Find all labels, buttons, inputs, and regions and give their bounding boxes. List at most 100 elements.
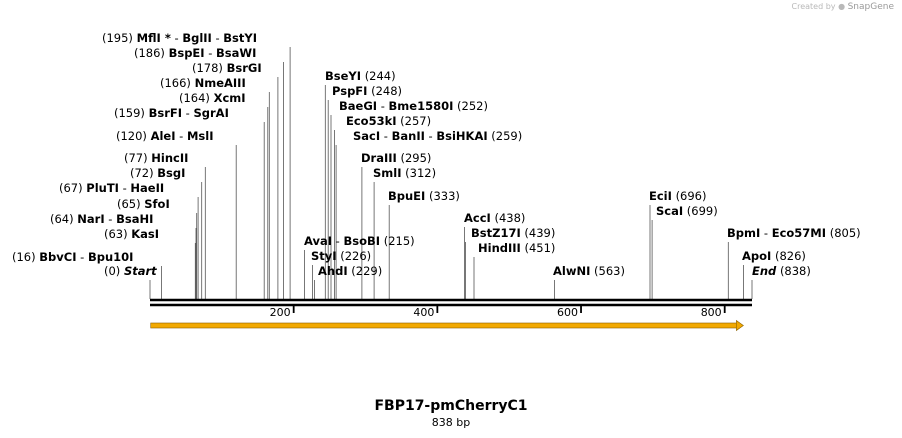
enzyme-name: AleI bbox=[151, 129, 176, 143]
feature-bar bbox=[150, 322, 738, 329]
watermark-brand: SnapGene bbox=[847, 2, 894, 12]
site-position-bsrgi: (178) bbox=[192, 61, 223, 75]
enzyme-name: BaeGI bbox=[339, 99, 377, 113]
enzyme-name: BglII bbox=[182, 31, 212, 45]
enzyme-name: Bme1580I bbox=[389, 99, 454, 113]
enzyme-name: HaeII bbox=[130, 181, 164, 195]
enzyme-name: Start bbox=[124, 264, 157, 278]
enzyme-name: EciI bbox=[649, 189, 672, 203]
site-position-ecii: (696) bbox=[676, 189, 707, 203]
site-position-ahdi: (229) bbox=[351, 264, 382, 278]
site-label-apoi: ApoI (826) bbox=[742, 249, 806, 263]
enzyme-name: BspEI bbox=[169, 46, 205, 60]
site-label-hindiii: HindIII (451) bbox=[478, 241, 555, 255]
site-label-start: (0) Start bbox=[104, 264, 157, 278]
site-position-bsgi: (72) bbox=[130, 166, 154, 180]
enzyme-name: PspFI bbox=[332, 84, 367, 98]
site-label-nari: (64) NarI - BsaHI bbox=[50, 212, 153, 226]
site-position-scai: (699) bbox=[687, 204, 718, 218]
enzyme-name: MflI * bbox=[137, 31, 171, 45]
site-position-bspei: (186) bbox=[134, 46, 165, 60]
site-position-avai: (215) bbox=[384, 234, 415, 248]
site-position-styi: (226) bbox=[340, 249, 371, 263]
enzyme-name: MslI bbox=[187, 129, 214, 143]
site-label-nmeaiii: (166) NmeAIII bbox=[160, 76, 246, 90]
name-separator: - bbox=[760, 226, 771, 240]
enzyme-name: BsoBI bbox=[344, 234, 381, 248]
enzyme-name: AlwNI bbox=[553, 264, 590, 278]
enzyme-name: BpuEI bbox=[388, 189, 425, 203]
enzyme-name: BanII bbox=[392, 129, 425, 143]
name-separator: - bbox=[425, 129, 436, 143]
enzyme-name: BsiHKAI bbox=[436, 129, 487, 143]
site-position-bpmi: (805) bbox=[830, 226, 861, 240]
site-label-draiii: DraIII (295) bbox=[361, 151, 431, 165]
site-position-draiii: (295) bbox=[400, 151, 431, 165]
enzyme-name: DraIII bbox=[361, 151, 397, 165]
site-label-eco53ki: Eco53kI (257) bbox=[346, 114, 431, 128]
site-position-bstz17i: (439) bbox=[524, 226, 555, 240]
site-position-bpuei: (333) bbox=[429, 189, 460, 203]
ruler-label-800: 800 bbox=[701, 306, 722, 319]
site-label-ahdi: AhdI (229) bbox=[318, 264, 382, 278]
snapgene-watermark: Created by ● SnapGene bbox=[792, 2, 895, 12]
site-position-bseyi: (244) bbox=[365, 69, 396, 83]
site-label-bpmi: BpmI - Eco57MI (805) bbox=[727, 226, 861, 240]
enzyme-name: BpmI bbox=[727, 226, 760, 240]
site-position-end: (838) bbox=[780, 264, 811, 278]
enzyme-name: PluTI bbox=[86, 181, 119, 195]
enzyme-name: BstZ17I bbox=[471, 226, 521, 240]
site-label-acci: AccI (438) bbox=[464, 211, 525, 225]
name-separator: - bbox=[182, 106, 193, 120]
site-label-bseyi: BseYI (244) bbox=[325, 69, 396, 83]
site-position-xcmi: (164) bbox=[179, 91, 210, 105]
site-position-acci: (438) bbox=[494, 211, 525, 225]
site-position-alwni: (563) bbox=[594, 264, 625, 278]
feature-arrowhead bbox=[736, 319, 744, 332]
name-separator: - bbox=[176, 129, 187, 143]
enzyme-name: Bpu10I bbox=[88, 250, 133, 264]
sequence-length: 838 bp bbox=[431, 416, 471, 429]
site-label-smli: SmlI (312) bbox=[373, 166, 436, 180]
site-position-eco53ki: (257) bbox=[400, 114, 431, 128]
site-position-hindiii: (451) bbox=[524, 241, 555, 255]
sequence-title: FBP17-pmCherryC1 bbox=[374, 398, 528, 414]
site-label-end: End (838) bbox=[752, 264, 811, 278]
site-label-bsrfi: (159) BsrFI - SgrAI bbox=[114, 106, 229, 120]
enzyme-name: ScaI bbox=[656, 204, 683, 218]
site-label-bspei: (186) BspEI - BsaWI bbox=[134, 46, 256, 60]
enzyme-name: Eco57MI bbox=[772, 226, 826, 240]
enzyme-name: BsaHI bbox=[116, 212, 153, 226]
site-position-mfli: (195) bbox=[102, 31, 133, 45]
enzyme-name: XcmI bbox=[214, 91, 246, 105]
enzyme-name: SacI bbox=[353, 129, 380, 143]
enzyme-name: SgrAI bbox=[193, 106, 228, 120]
enzyme-name: NmeAIII bbox=[195, 76, 246, 90]
enzyme-name: BsaWI bbox=[216, 46, 256, 60]
site-position-saci: (259) bbox=[491, 129, 522, 143]
enzyme-name: End bbox=[752, 264, 777, 278]
name-separator: - bbox=[119, 181, 130, 195]
site-label-sfoi: (65) SfoI bbox=[117, 197, 170, 211]
enzyme-name: SfoI bbox=[144, 197, 169, 211]
site-label-bsgi: (72) BsgI bbox=[130, 166, 185, 180]
site-label-avai: AvaI - BsoBI (215) bbox=[304, 234, 415, 248]
enzyme-name: NarI bbox=[77, 212, 104, 226]
snapgene-logo-icon: ● bbox=[838, 2, 846, 11]
site-position-bbvci: (16) bbox=[12, 250, 36, 264]
ruler-label-600: 600 bbox=[557, 306, 578, 319]
enzyme-name: AccI bbox=[464, 211, 491, 225]
site-label-saci: SacI - BanII - BsiHKAI (259) bbox=[353, 129, 522, 143]
site-position-nmeaiii: (166) bbox=[160, 76, 191, 90]
site-position-smli: (312) bbox=[405, 166, 436, 180]
enzyme-name: BseYI bbox=[325, 69, 361, 83]
site-label-hincii: (77) HincII bbox=[124, 151, 188, 165]
site-label-pluti: (67) PluTI - HaeII bbox=[59, 181, 164, 195]
site-label-kasi: (63) KasI bbox=[104, 227, 159, 241]
name-separator: - bbox=[76, 250, 87, 264]
enzyme-name: Eco53kI bbox=[346, 114, 397, 128]
site-position-pluti: (67) bbox=[59, 181, 83, 195]
enzyme-name: KasI bbox=[131, 227, 159, 241]
name-separator: - bbox=[205, 46, 216, 60]
enzyme-name: AvaI bbox=[304, 234, 332, 248]
